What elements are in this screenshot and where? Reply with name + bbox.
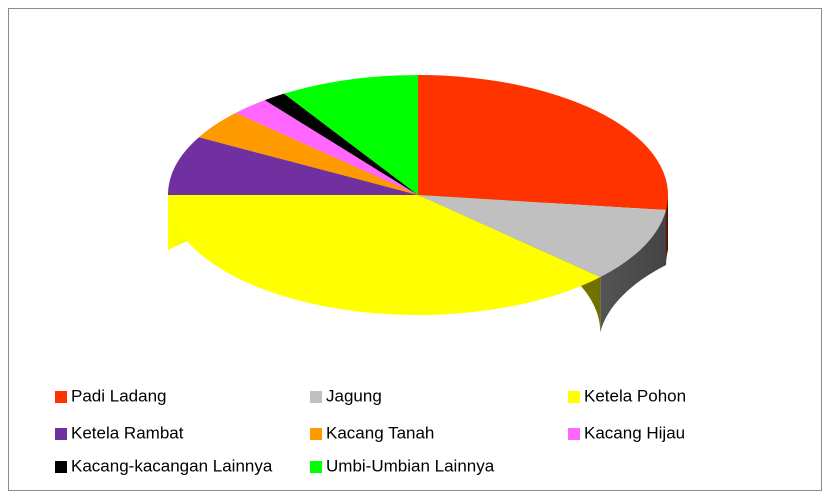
- legend-swatch: [568, 428, 580, 440]
- legend-label: Ketela Pohon: [584, 386, 686, 405]
- legend-swatch: [55, 391, 67, 403]
- pie-slice: [418, 195, 667, 278]
- legend-swatch: [310, 391, 322, 403]
- legend-label: Ketela Rambat: [71, 423, 184, 442]
- legend-label: Kacang Hijau: [584, 423, 685, 442]
- legend-swatch: [310, 461, 322, 473]
- pie-slice: [284, 75, 418, 195]
- pie-side: [666, 195, 668, 266]
- pie-side: [600, 210, 667, 333]
- pie-slice: [418, 75, 669, 211]
- pie-slice: [167, 195, 601, 315]
- pie-slice: [235, 100, 418, 195]
- legend-label: Umbi-Umbian Lainnya: [326, 456, 495, 475]
- legend-label: Padi Ladang: [71, 386, 166, 405]
- legend-label: Kacang-kacangan Lainnya: [71, 456, 273, 475]
- legend-swatch: [568, 391, 580, 403]
- legend-swatch: [310, 428, 322, 440]
- legend-label: Jagung: [326, 386, 382, 405]
- legend-swatch: [55, 461, 67, 473]
- pie-slice: [198, 112, 418, 195]
- legend-label: Kacang Tanah: [326, 423, 434, 442]
- pie-slice: [264, 93, 418, 195]
- legend-swatch: [55, 428, 67, 440]
- pie-slice: [168, 137, 418, 195]
